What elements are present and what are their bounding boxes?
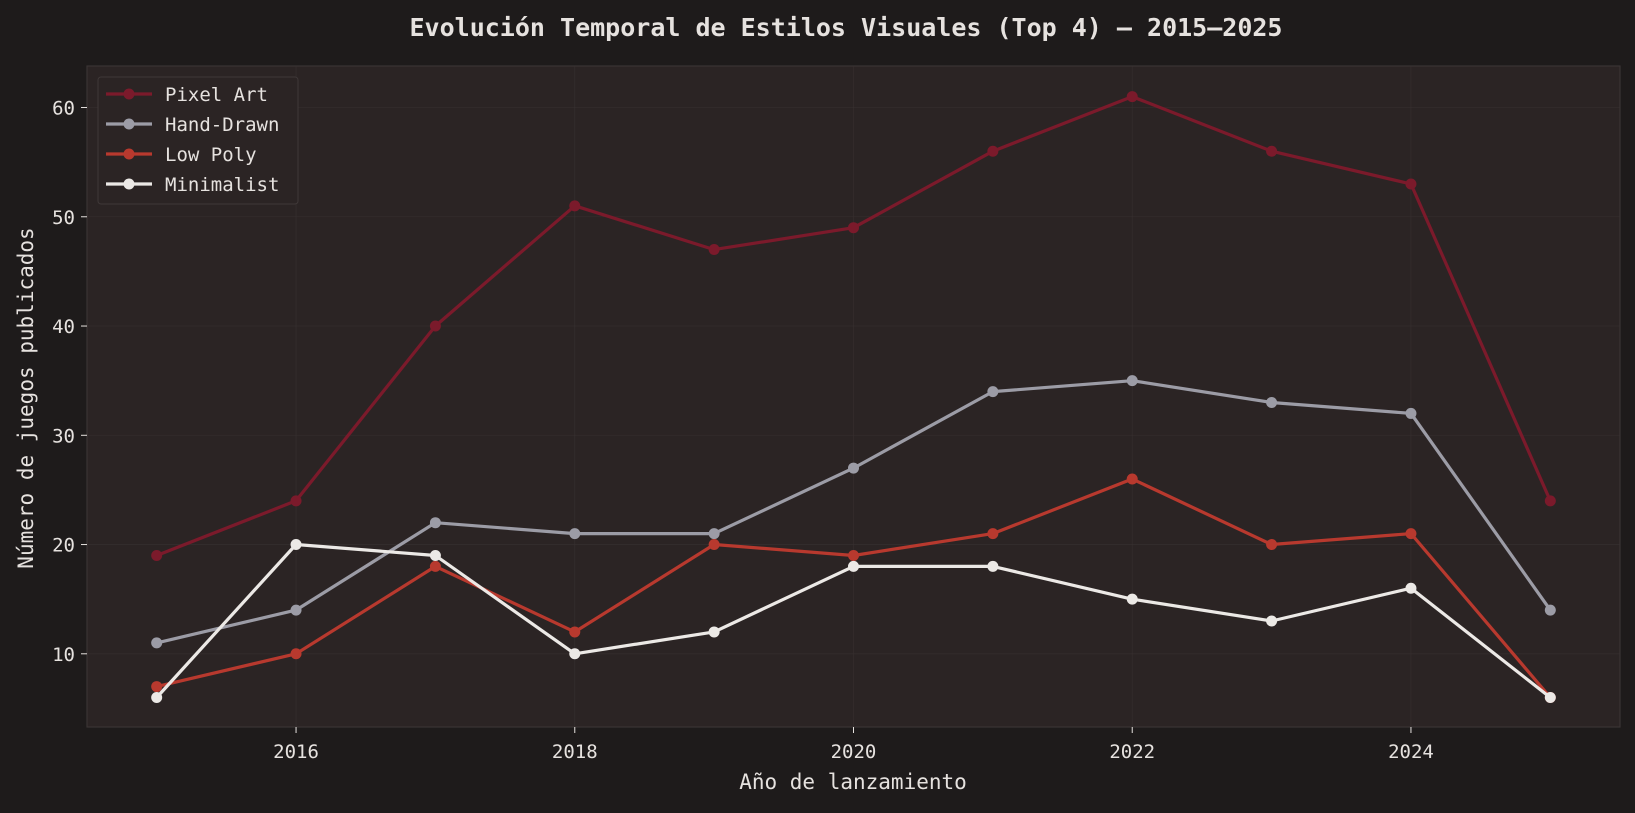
data-point-minimalist: [290, 539, 302, 551]
data-point-low-poly: [1405, 528, 1417, 540]
data-point-low-poly: [569, 626, 581, 638]
data-point-hand-drawn: [290, 604, 302, 616]
data-point-hand-drawn: [1544, 604, 1556, 616]
data-point-minimalist: [1266, 615, 1278, 627]
x-tick-label: 2020: [831, 741, 877, 763]
data-point-low-poly: [429, 560, 441, 572]
y-tick-label: 10: [52, 644, 75, 666]
legend-label-low-poly: Low Poly: [165, 144, 257, 166]
legend-marker-hand-drawn: [123, 118, 135, 130]
y-tick-label: 60: [52, 98, 75, 120]
data-point-low-poly: [848, 549, 859, 561]
legend: Pixel Art Hand-Drawn Low Poly Minimalist: [97, 76, 299, 205]
data-point-pixel-art: [1266, 145, 1278, 157]
data-point-hand-drawn: [1126, 375, 1138, 387]
data-point-pixel-art: [1544, 495, 1556, 507]
legend-label-hand-drawn: Hand-Drawn: [165, 114, 279, 136]
data-point-minimalist: [708, 626, 720, 638]
data-point-hand-drawn: [1266, 397, 1278, 409]
data-point-pixel-art: [429, 320, 441, 332]
data-point-hand-drawn: [1405, 407, 1417, 419]
data-point-pixel-art: [1126, 91, 1138, 103]
data-point-pixel-art: [987, 145, 999, 157]
data-point-minimalist: [569, 648, 581, 660]
x-axis-ticks: 2016 2018 2020 2022 2024: [273, 727, 1434, 763]
legend-marker-pixel-art: [123, 88, 135, 100]
legend-marker-minimalist: [123, 178, 135, 190]
data-point-minimalist: [429, 549, 441, 561]
data-point-minimalist: [151, 692, 163, 704]
legend-marker-low-poly: [123, 148, 135, 160]
y-axis-ticks: 10 20 30 40 50 60: [52, 98, 87, 666]
data-point-low-poly: [708, 539, 720, 551]
y-tick-label: 30: [52, 425, 75, 447]
data-point-minimalist: [1126, 593, 1138, 605]
x-axis-label: Año de lanzamiento: [739, 770, 967, 794]
chart-title: Evolución Temporal de Estilos Visuales (…: [410, 13, 1283, 42]
data-point-minimalist: [848, 560, 859, 572]
y-tick-label: 20: [52, 535, 75, 557]
data-point-minimalist: [1405, 582, 1417, 594]
data-point-low-poly: [1266, 539, 1278, 551]
data-point-hand-drawn: [569, 528, 581, 540]
data-point-minimalist: [1544, 692, 1556, 704]
data-point-hand-drawn: [429, 517, 441, 529]
x-tick-label: 2018: [552, 741, 598, 763]
data-point-pixel-art: [290, 495, 302, 507]
y-tick-label: 40: [52, 316, 75, 338]
data-point-low-poly: [290, 648, 302, 660]
data-point-pixel-art: [151, 549, 163, 561]
legend-label-minimalist: Minimalist: [165, 174, 279, 196]
data-point-pixel-art: [848, 222, 859, 234]
legend-label-pixel-art: Pixel Art: [165, 84, 268, 106]
grid-lines: [87, 66, 1620, 727]
data-point-hand-drawn: [151, 637, 163, 649]
data-point-pixel-art: [708, 244, 720, 256]
data-point-hand-drawn: [708, 528, 720, 540]
legend-box: [97, 76, 299, 205]
data-point-hand-drawn: [987, 386, 999, 398]
x-tick-label: 2022: [1109, 741, 1155, 763]
x-tick-label: 2024: [1388, 741, 1434, 763]
series-lines: [151, 91, 1556, 704]
data-point-pixel-art: [569, 200, 581, 212]
data-point-low-poly: [1126, 473, 1138, 485]
data-point-pixel-art: [1405, 178, 1417, 190]
y-axis-label: Número de juegos publicados: [14, 227, 38, 568]
x-tick-label: 2016: [273, 741, 319, 763]
data-point-minimalist: [987, 560, 999, 572]
data-point-low-poly: [987, 528, 999, 540]
data-point-low-poly: [151, 681, 163, 693]
y-tick-label: 50: [52, 207, 75, 229]
data-point-hand-drawn: [848, 462, 859, 474]
